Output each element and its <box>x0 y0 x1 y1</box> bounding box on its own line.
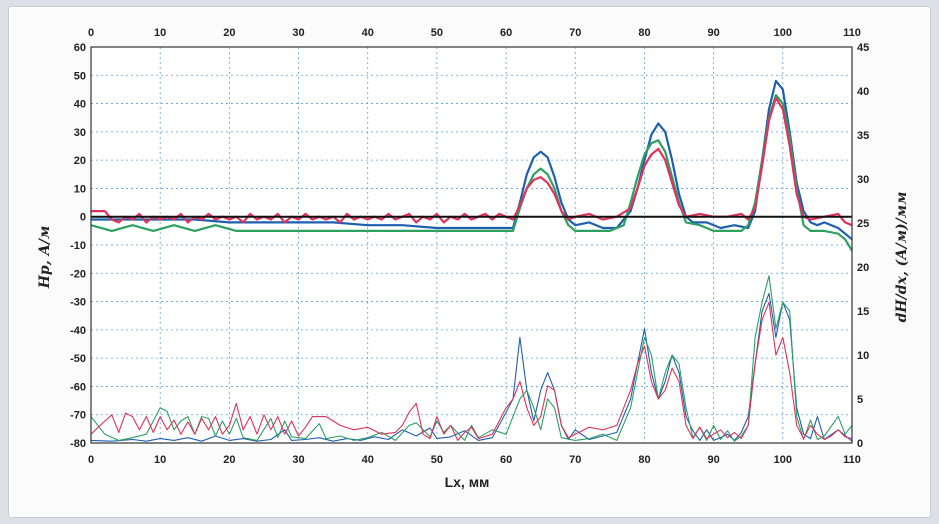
y-right-tick-label: 30 <box>857 174 869 186</box>
chart-panel: 0 0 10 10 20 20 30 30 40 40 50 50 60 60 70 70 80 80 90 90 10… <box>8 6 931 518</box>
y-right-tick-label: 0 <box>857 438 863 450</box>
y-left-tick-label: -70 <box>70 410 86 422</box>
y-right-tick-label: 35 <box>857 130 869 142</box>
series-line-2 <box>90 94 853 252</box>
x-bottom-tick-label: 50 <box>431 454 443 466</box>
x-top-tick-label: 70 <box>569 27 581 39</box>
x-bottom-tick-label: 90 <box>708 454 720 466</box>
y-axis-left-label: Hp, А/м <box>37 226 53 290</box>
x-bottom-tick-label: 100 <box>774 454 792 466</box>
y-right-tick-label: 20 <box>857 262 869 274</box>
y-right-tick-label: 45 <box>857 42 869 54</box>
series-line-6 <box>90 301 853 441</box>
x-top-tick-label: 80 <box>638 27 650 39</box>
y-left-tick-label: 30 <box>74 127 86 139</box>
y-left-tick-label: 10 <box>74 183 86 195</box>
y-left-tick-label: -60 <box>70 381 86 393</box>
y-right-tick-label: 5 <box>857 394 863 406</box>
x-top-tick-label: 90 <box>708 27 720 39</box>
y-left-tick-label: 60 <box>74 42 86 54</box>
x-top-tick-label: 110 <box>843 27 861 39</box>
x-bottom-tick-label: 70 <box>569 454 581 466</box>
axes <box>90 46 853 444</box>
x-bottom-tick-label: 10 <box>154 454 166 466</box>
y-axis-right-label: dH/dx, (А/м)/мм <box>894 192 910 323</box>
y-left-tick-label: -30 <box>70 297 86 309</box>
x-top-tick-label: 40 <box>362 27 374 39</box>
x-bottom-tick-label: 60 <box>500 454 512 466</box>
plot-border <box>90 46 853 444</box>
x-bottom-tick-label: 20 <box>223 454 235 466</box>
x-axis-label: Lx, мм <box>445 474 490 490</box>
x-bottom-tick-label: 80 <box>638 454 650 466</box>
y-left-tick-label: -80 <box>70 438 86 450</box>
x-bottom-tick-label: 40 <box>362 454 374 466</box>
chart: 0010102020303040405050606070708080909010… <box>37 27 910 490</box>
x-bottom-tick-label: 30 <box>292 454 304 466</box>
y-left-tick-label: -10 <box>70 240 86 252</box>
x-top-tick-label: 60 <box>500 27 512 39</box>
y-left-tick-label: 0 <box>80 212 86 224</box>
y-left-tick-label: -20 <box>70 268 86 280</box>
tick-labels: 0010102020303040405050606070708080909010… <box>70 27 869 466</box>
y-right-tick-label: 25 <box>857 218 869 230</box>
x-top-tick-label: 0 <box>88 27 94 39</box>
x-bottom-tick-label: 110 <box>843 454 861 466</box>
y-left-tick-label: -40 <box>70 325 86 337</box>
grid <box>90 46 853 444</box>
y-right-tick-label: 10 <box>857 350 869 362</box>
y-left-tick-label: 40 <box>74 99 86 111</box>
x-top-tick-label: 10 <box>154 27 166 39</box>
x-top-tick-label: 30 <box>292 27 304 39</box>
x-bottom-tick-label: 0 <box>88 454 94 466</box>
y-left-tick-label: -50 <box>70 353 86 365</box>
y-left-tick-label: 50 <box>74 70 86 82</box>
y-left-tick-label: 20 <box>74 155 86 167</box>
y-right-tick-label: 40 <box>857 86 869 98</box>
series-line-1 <box>91 79 853 241</box>
x-top-tick-label: 100 <box>774 27 792 39</box>
x-top-tick-label: 20 <box>223 27 235 39</box>
x-top-tick-label: 50 <box>431 27 443 39</box>
y-right-tick-label: 15 <box>857 306 869 318</box>
